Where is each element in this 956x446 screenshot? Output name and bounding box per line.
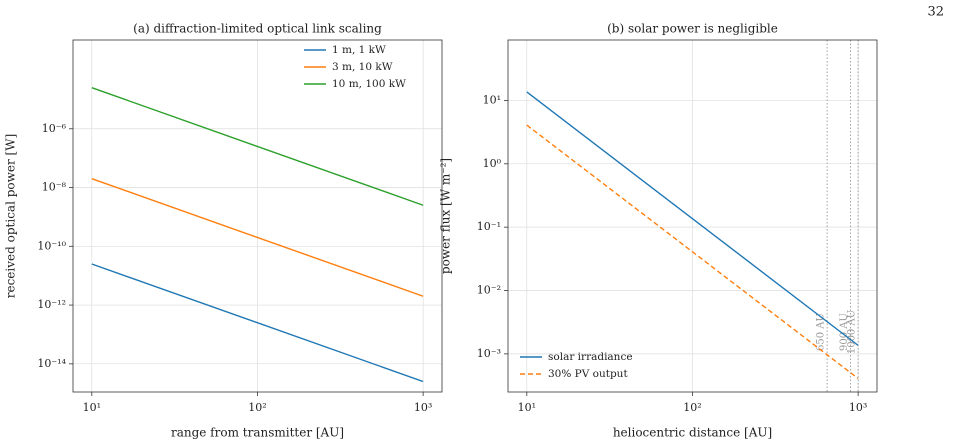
- series-line: [526, 91, 859, 346]
- series-line: [91, 263, 424, 383]
- reference-label: 1000 AU: [847, 310, 858, 354]
- plot-frame: [72, 39, 443, 393]
- x-tick-label: 10²: [248, 401, 266, 414]
- chart-title: (b) solar power is negligible: [607, 22, 778, 36]
- series-line: [91, 178, 424, 297]
- legend-label: 3 m, 10 kW: [332, 61, 393, 73]
- legend-label: 1 m, 1 kW: [332, 44, 386, 56]
- y-axis-label: received optical power [W]: [4, 134, 18, 299]
- x-tick-label: 10¹: [83, 401, 101, 414]
- y-tick-label: 10⁰: [483, 157, 502, 170]
- y-tick-label: 10⁻⁸: [42, 181, 67, 194]
- reference-label: 900 AU: [839, 313, 850, 351]
- x-axis-label: heliocentric distance [AU]: [613, 426, 772, 440]
- series-line: [526, 124, 859, 380]
- y-tick-label: 10⁻²: [477, 284, 501, 297]
- y-tick-label: 10⁻¹⁴: [37, 357, 66, 370]
- x-axis-label: range from transmitter [AU]: [171, 426, 344, 440]
- y-tick-label: 10⁻³: [477, 347, 501, 360]
- y-tick-label: 10⁻¹²: [37, 298, 66, 311]
- page-number: 32: [927, 5, 944, 20]
- x-tick-label: 10³: [414, 401, 432, 414]
- x-tick-label: 10²: [683, 401, 701, 414]
- y-tick-label: 10⁻¹⁰: [37, 239, 66, 252]
- y-axis-label: power flux [W m⁻²]: [439, 158, 453, 274]
- y-tick-label: 10⁻⁶: [42, 122, 67, 135]
- legend-label: 30% PV output: [548, 368, 628, 380]
- chart-title: (a) diffraction-limited optical link sca…: [133, 22, 382, 36]
- legend-label: solar irradiance: [548, 351, 633, 363]
- plot-frame: [507, 39, 878, 393]
- y-tick-label: 10⁻¹: [477, 220, 501, 233]
- x-tick-label: 10¹: [518, 401, 536, 414]
- series-line: [91, 87, 424, 206]
- reference-label: 650 AU: [816, 313, 827, 351]
- legend-label: 10 m, 100 kW: [332, 78, 406, 90]
- x-tick-label: 10³: [849, 401, 867, 414]
- y-tick-label: 10¹: [483, 93, 501, 106]
